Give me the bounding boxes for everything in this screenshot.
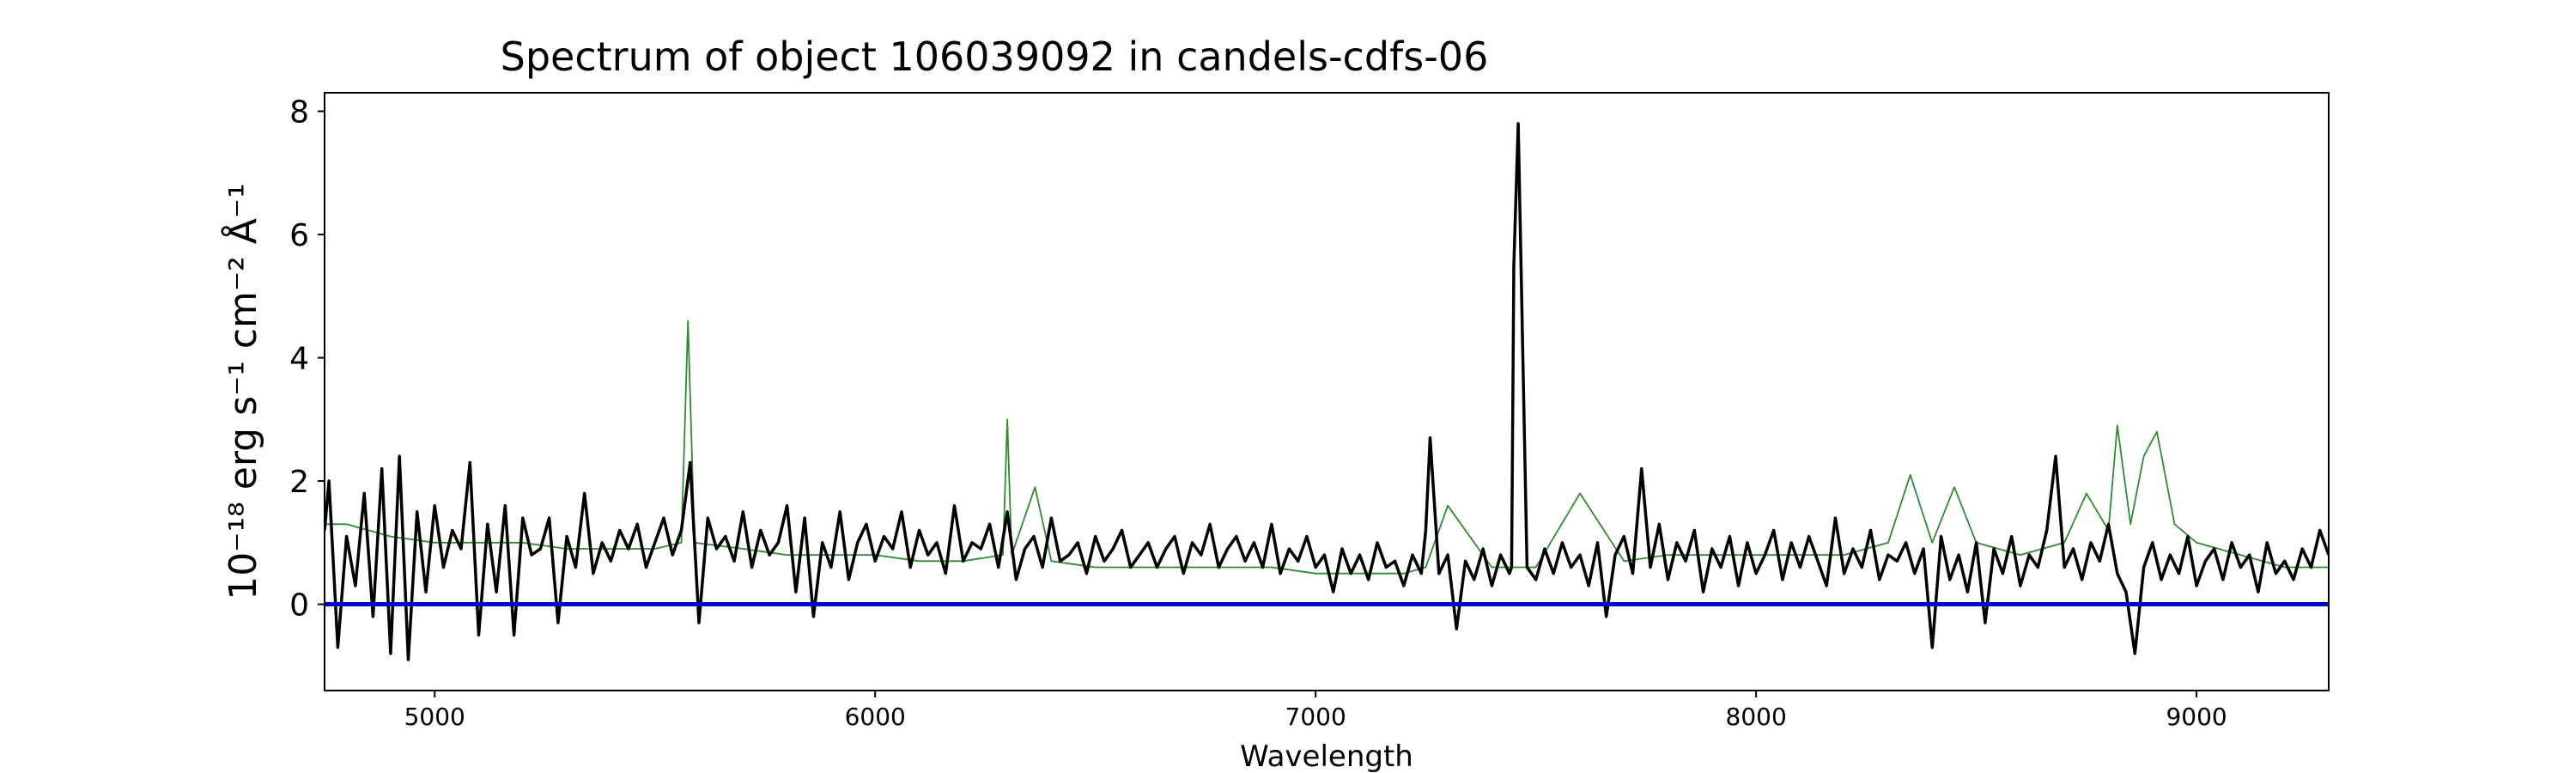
x-tick-label: 7000 <box>1285 703 1346 731</box>
series-line-model <box>325 320 2329 575</box>
x-axis-label: Wavelength <box>1240 740 1413 773</box>
x-tick-label: 9000 <box>2166 703 2227 731</box>
y-tick-label: 4 <box>289 342 309 377</box>
y-axis-label: 10⁻¹⁸ erg s⁻¹ cm⁻² Å⁻¹ <box>220 183 265 600</box>
y-tick-label: 0 <box>289 588 309 624</box>
y-axis-ticks: 0 2 4 6 8 <box>289 95 325 624</box>
plot-area <box>325 122 2329 661</box>
x-tick-label: 8000 <box>1726 703 1787 731</box>
y-tick-label: 2 <box>289 465 309 500</box>
y-tick-label: 6 <box>289 218 309 253</box>
y-tick-label: 8 <box>289 95 309 131</box>
series-line-observed <box>325 122 2329 661</box>
chart-title: Spectrum of object 106039092 in candels-… <box>501 33 1489 80</box>
plot-frame <box>324 92 2330 691</box>
x-tick-label: 5000 <box>404 703 465 731</box>
x-axis-ticks: 5000 6000 7000 8000 9000 <box>404 691 2227 731</box>
x-tick-label: 6000 <box>845 703 906 731</box>
